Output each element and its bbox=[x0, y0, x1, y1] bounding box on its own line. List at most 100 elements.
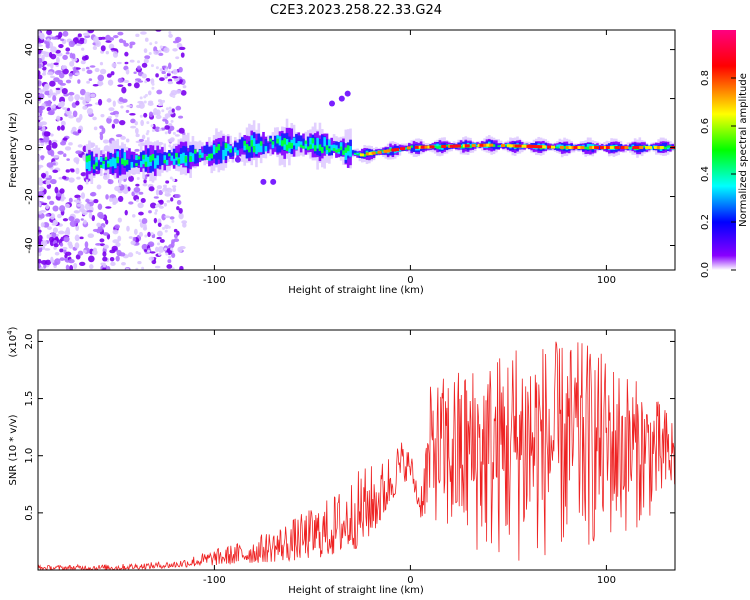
spectrogram-noise-dot bbox=[73, 66, 77, 74]
spectrogram-cell bbox=[559, 145, 564, 149]
spectrogram-cell bbox=[264, 139, 268, 148]
spectrogram-noise-dot bbox=[38, 80, 42, 87]
spectrogram-cell bbox=[233, 147, 237, 153]
spectrogram-cell bbox=[436, 143, 439, 148]
spectrogram-noise-dot bbox=[62, 175, 67, 180]
spectrogram-cell bbox=[130, 154, 134, 164]
spectrogram-cell bbox=[151, 153, 155, 161]
spectrogram-noise-dot bbox=[52, 227, 59, 234]
spectrogram-noise-dot bbox=[46, 63, 52, 67]
spectrogram-cell bbox=[342, 150, 345, 155]
spectrogram-cell bbox=[175, 152, 178, 158]
spectrogram-noise-dot bbox=[79, 37, 85, 42]
spectrogram-noise-dot bbox=[105, 40, 112, 43]
spectrogram-cell bbox=[158, 152, 162, 167]
spectrogram-noise-dot bbox=[176, 206, 180, 211]
spectrogram-noise-dot bbox=[151, 82, 155, 86]
spectrogram-noise-dot bbox=[100, 36, 106, 40]
spectrogram-noise-dot bbox=[102, 139, 110, 144]
spectrogram-cell bbox=[191, 144, 195, 159]
spectrogram-noise-dot bbox=[121, 98, 128, 103]
spectrogram-cell bbox=[250, 140, 254, 147]
spectrogram-cell bbox=[337, 142, 341, 151]
spectrogram-cell bbox=[398, 148, 402, 152]
spectrogram-cell bbox=[118, 157, 122, 175]
spectrogram-cell bbox=[121, 148, 124, 166]
spectrogram-noise-dot bbox=[148, 210, 152, 214]
spectrogram-cell bbox=[290, 128, 294, 151]
spectrogram-noise-dot bbox=[86, 103, 93, 107]
spectrogram-cell bbox=[193, 152, 197, 164]
spectrogram-cell bbox=[130, 161, 134, 168]
spectrogram-blob bbox=[344, 90, 351, 97]
spectrogram-cell bbox=[212, 144, 216, 155]
spectrogram-cell bbox=[318, 144, 322, 151]
spectrogram-noise-dot bbox=[38, 232, 41, 235]
spectrogram-cell bbox=[410, 145, 413, 148]
spectrogram-cell bbox=[243, 140, 246, 146]
spectrogram-noise-dot bbox=[45, 204, 50, 210]
spectrogram-noise-dot bbox=[128, 201, 134, 205]
spectrogram-cell bbox=[344, 151, 348, 160]
spectrogram-cell bbox=[521, 144, 526, 148]
spectrogram-cell bbox=[586, 146, 590, 150]
spectrogram-noise-dot bbox=[131, 191, 135, 197]
spectrogram-noise-dot bbox=[180, 52, 185, 58]
spectrogram-peak bbox=[394, 148, 400, 152]
spec-ytick-label: 40 bbox=[24, 43, 35, 56]
spectrogram-cell bbox=[328, 139, 331, 147]
spectrogram-peak bbox=[441, 145, 447, 149]
spectrogram-noise-dot bbox=[62, 218, 69, 222]
spectrogram-noise-dot bbox=[167, 259, 172, 264]
spectrogram-noise-dot bbox=[153, 50, 160, 55]
spectrogram-noise-dot bbox=[167, 62, 172, 70]
spectrogram-noise-dot bbox=[180, 90, 187, 96]
spectrogram-cell bbox=[109, 159, 112, 167]
spectrogram-noise-dot bbox=[54, 251, 60, 256]
spectrogram-cell bbox=[142, 154, 145, 160]
spec-ytick-label: 20 bbox=[24, 92, 35, 105]
spectrogram-cell bbox=[359, 153, 364, 157]
spectrogram-noise-dot bbox=[82, 249, 87, 254]
spectrogram-cell bbox=[553, 146, 557, 148]
spectrogram-cell bbox=[609, 146, 614, 150]
spectrogram-noise-dot bbox=[58, 176, 64, 180]
spectrogram-noise-dot bbox=[74, 234, 80, 242]
spectrogram-noise-dot bbox=[81, 67, 86, 72]
spectrogram-noise-dot bbox=[140, 119, 144, 127]
spectrogram-cell bbox=[146, 148, 150, 165]
spec-ytick-label: -40 bbox=[24, 237, 35, 253]
spectrogram-noise-dot bbox=[56, 115, 61, 121]
spectrogram-cell bbox=[215, 146, 218, 153]
spectrogram-noise-dot bbox=[38, 226, 41, 230]
spectrogram-noise-dot bbox=[66, 158, 70, 161]
spectrogram-noise-dot bbox=[138, 138, 145, 143]
spectrogram-cell bbox=[255, 143, 258, 154]
spectrogram-cell bbox=[257, 133, 261, 148]
spectrogram-noise-dot bbox=[136, 65, 142, 70]
spectrogram-noise-dot bbox=[172, 48, 178, 52]
spectrogram-cell bbox=[325, 146, 329, 155]
spectrogram-cell bbox=[629, 144, 632, 149]
spectrogram-noise-dot bbox=[75, 150, 82, 155]
spectrogram-noise-dot bbox=[165, 252, 169, 256]
spectrogram-cell bbox=[666, 145, 670, 148]
spectrogram-noise-dot bbox=[109, 112, 116, 116]
spectrogram-cell bbox=[643, 145, 646, 148]
spec-ytick-label: -20 bbox=[24, 188, 35, 204]
spectrogram-cell bbox=[459, 145, 463, 149]
spectrogram-noise-dot bbox=[50, 62, 54, 69]
spectrogram-noise-dot bbox=[75, 167, 80, 175]
spectrogram-noise-dot bbox=[45, 180, 51, 186]
spectrogram-noise-dot bbox=[178, 127, 185, 134]
spectrogram-noise-dot bbox=[68, 95, 74, 102]
spectrogram-noise-dot bbox=[92, 116, 97, 121]
spectrogram-cell bbox=[205, 156, 209, 160]
spectrogram-noise-dot bbox=[150, 64, 154, 68]
spectrogram-cell bbox=[264, 146, 268, 152]
spectrogram-noise-dot bbox=[91, 214, 96, 222]
spectrogram-noise-dot bbox=[125, 68, 130, 75]
spectrogram-noise-dot bbox=[107, 179, 114, 185]
spectrogram-noise-dot bbox=[47, 111, 55, 116]
spectrogram-cell bbox=[565, 146, 570, 150]
